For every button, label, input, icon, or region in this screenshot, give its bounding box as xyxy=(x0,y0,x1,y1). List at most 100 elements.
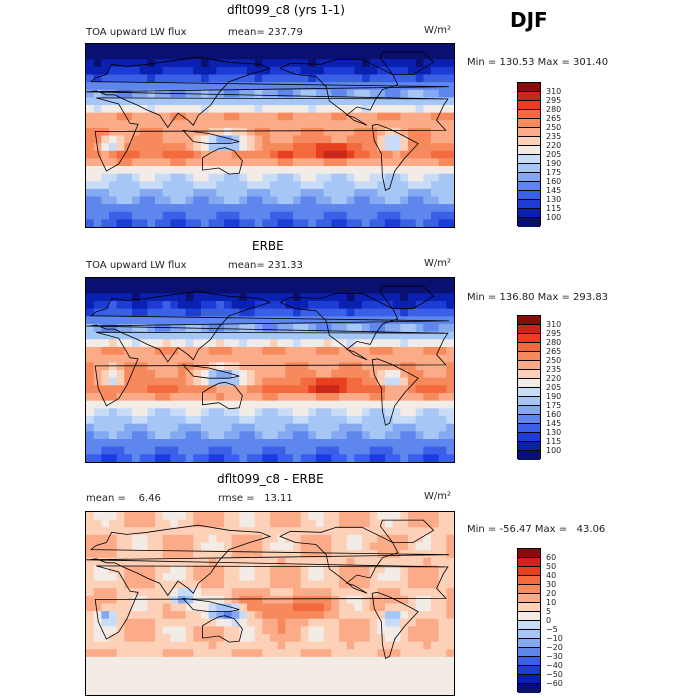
heatmap-cell xyxy=(431,188,440,198)
heatmap-cell xyxy=(262,439,271,448)
heatmap-cell xyxy=(293,158,302,167)
heatmap-cell xyxy=(139,656,148,666)
heatmap-cell xyxy=(147,316,156,325)
heatmap-cell xyxy=(178,173,187,182)
heatmap-cell xyxy=(93,649,102,658)
heatmap-cell xyxy=(277,377,286,386)
heatmap-cell xyxy=(93,219,102,227)
heatmap-cell xyxy=(423,542,432,551)
heatmap-cell xyxy=(377,446,386,455)
heatmap-cell xyxy=(369,82,378,91)
heatmap-cell xyxy=(270,527,279,536)
heatmap-cell xyxy=(178,423,187,432)
heatmap-cell xyxy=(216,127,225,137)
heatmap-cell xyxy=(331,82,340,91)
heatmap-cell xyxy=(185,181,194,190)
heatmap-cell xyxy=(147,408,156,417)
heatmap-cell xyxy=(93,120,102,129)
heatmap-cell xyxy=(208,339,217,348)
heatmap-cell xyxy=(415,679,424,688)
heatmap-cell xyxy=(239,542,248,551)
heatmap-cell xyxy=(239,196,248,205)
heatmap-cell xyxy=(323,59,332,68)
heatmap-cell xyxy=(431,89,440,98)
heatmap-cell xyxy=(423,158,432,167)
colorbar-swatch xyxy=(518,684,540,693)
heatmap-cell xyxy=(270,649,279,658)
heatmap-cell xyxy=(239,595,248,605)
heatmap-cell xyxy=(262,512,271,521)
heatmap-cell xyxy=(86,439,95,448)
heatmap-cell xyxy=(285,377,294,386)
heatmap-cell xyxy=(270,105,279,114)
heatmap-cell xyxy=(193,204,202,213)
heatmap-cell xyxy=(224,59,233,68)
colorbar-swatch xyxy=(518,164,540,173)
heatmap-cell xyxy=(293,385,302,394)
heatmap-cell xyxy=(147,97,156,106)
colorbar-swatch xyxy=(518,83,540,92)
heatmap-cell xyxy=(293,454,302,462)
heatmap-cell xyxy=(431,347,440,356)
heatmap-cell xyxy=(147,370,156,379)
heatmap-cell xyxy=(139,204,148,213)
heatmap-cell xyxy=(308,656,317,666)
heatmap-cell xyxy=(362,362,371,371)
heatmap-cell xyxy=(354,664,363,673)
heatmap-cell xyxy=(438,97,447,106)
heatmap-cell xyxy=(423,573,432,582)
heatmap-cell xyxy=(354,439,363,448)
heatmap-cell xyxy=(369,550,378,559)
heatmap-cell xyxy=(139,416,148,425)
heatmap-cell xyxy=(216,82,225,91)
heatmap-cell xyxy=(247,679,256,688)
heatmap-cell xyxy=(170,59,179,68)
heatmap-cell xyxy=(308,112,317,121)
heatmap-cell xyxy=(231,580,240,589)
heatmap-cell xyxy=(408,331,417,340)
heatmap-cell xyxy=(262,595,271,605)
heatmap-cell xyxy=(101,308,110,317)
heatmap-cell xyxy=(277,626,286,635)
heatmap-cell xyxy=(400,416,409,425)
heatmap-cell xyxy=(277,278,286,287)
heatmap-cell xyxy=(193,408,202,417)
heatmap-cell xyxy=(109,454,118,462)
heatmap-cell xyxy=(400,339,409,348)
heatmap-cell xyxy=(208,51,217,60)
heatmap-cell xyxy=(354,423,363,432)
heatmap-cell xyxy=(201,656,210,666)
heatmap-cell xyxy=(170,446,179,455)
heatmap-cell xyxy=(300,550,309,559)
heatmap-cell xyxy=(101,400,110,409)
heatmap-cell xyxy=(162,595,171,605)
heatmap-cell xyxy=(285,51,294,60)
heatmap-cell xyxy=(408,641,417,650)
heatmap-cell xyxy=(400,580,409,589)
heatmap-cell xyxy=(162,285,171,294)
heatmap-cell xyxy=(231,408,240,417)
heatmap-cell xyxy=(124,595,133,605)
heatmap-cell xyxy=(438,687,447,695)
heatmap-cell xyxy=(331,431,340,440)
heatmap-cell xyxy=(377,143,386,152)
panel-2-heatmap xyxy=(86,278,454,462)
heatmap-cell xyxy=(377,588,386,597)
heatmap-cell xyxy=(93,331,102,340)
heatmap-cell xyxy=(231,188,240,198)
heatmap-cell xyxy=(300,534,309,544)
heatmap-cell xyxy=(277,687,286,695)
heatmap-cell xyxy=(201,527,210,536)
heatmap-cell xyxy=(116,82,125,91)
heatmap-cell xyxy=(116,196,125,205)
coastline xyxy=(279,58,399,126)
heatmap-cell xyxy=(400,301,409,310)
heatmap-cell xyxy=(316,331,325,340)
heatmap-cell xyxy=(216,679,225,688)
heatmap-cell xyxy=(362,324,371,333)
heatmap-cell xyxy=(101,512,110,521)
heatmap-cell xyxy=(162,393,171,402)
heatmap-cell xyxy=(285,370,294,379)
heatmap-cell xyxy=(270,97,279,106)
heatmap-cell xyxy=(277,603,286,612)
